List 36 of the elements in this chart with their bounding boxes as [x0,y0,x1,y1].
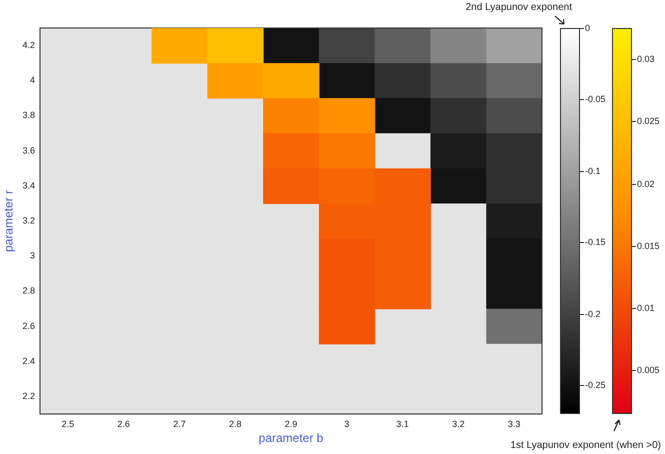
color-bar-label: 0.015 [637,240,660,251]
color-bar-label: -0.1 [585,166,601,176]
color-bar-label: -0.05 [585,94,606,104]
y-tick-label: 4.2 [22,40,35,50]
y-tick-label: 2.8 [22,286,35,296]
x-tick-label: 3.1 [396,418,409,429]
color-bar-label: 0.005 [637,365,660,376]
y-tick-label: 3.2 [22,215,35,226]
color-bar-label: -0.2 [585,308,601,319]
color-bar-label: -0.25 [585,380,606,390]
x-tick-label: 3.3 [508,418,520,429]
y-tick-label: 2.2 [22,390,35,401]
x-tick-label: 2.5 [62,418,74,429]
x-tick-label: 3 [344,418,350,429]
color-bar-label: 0.01 [637,303,655,314]
x-tick-label: 2.8 [228,418,242,429]
y-tick-label: 3.8 [22,110,35,120]
y-tick-label: 2.6 [22,320,35,331]
color-bar-title: 2nd Lyapunov exponent [466,2,572,13]
y-tick-label: 4 [30,75,35,86]
y-tick-label: 3.6 [22,145,35,156]
color-bar-label: 0 [585,23,590,33]
y-axis-title: parameter r [2,190,16,252]
y-tick-label: 3.4 [22,180,35,190]
color-bar-label: 0.02 [637,178,655,189]
x-tick-label: 2.9 [284,418,298,429]
color-bar-label: 0.025 [637,116,660,126]
x-tick-label: 2.7 [173,418,186,429]
x-tick-label: 3.2 [452,418,465,429]
y-tick-label: 3 [30,250,35,261]
x-axis-title: parameter b [258,431,324,446]
color-bar-title: 1st Lyapunov exponent (when >0) [510,440,661,451]
y-tick-label: 2.4 [22,356,35,366]
color-bar-label: 0.03 [637,54,655,64]
x-tick-label: 2.6 [117,418,130,429]
color-bar-label: -0.15 [585,237,606,248]
